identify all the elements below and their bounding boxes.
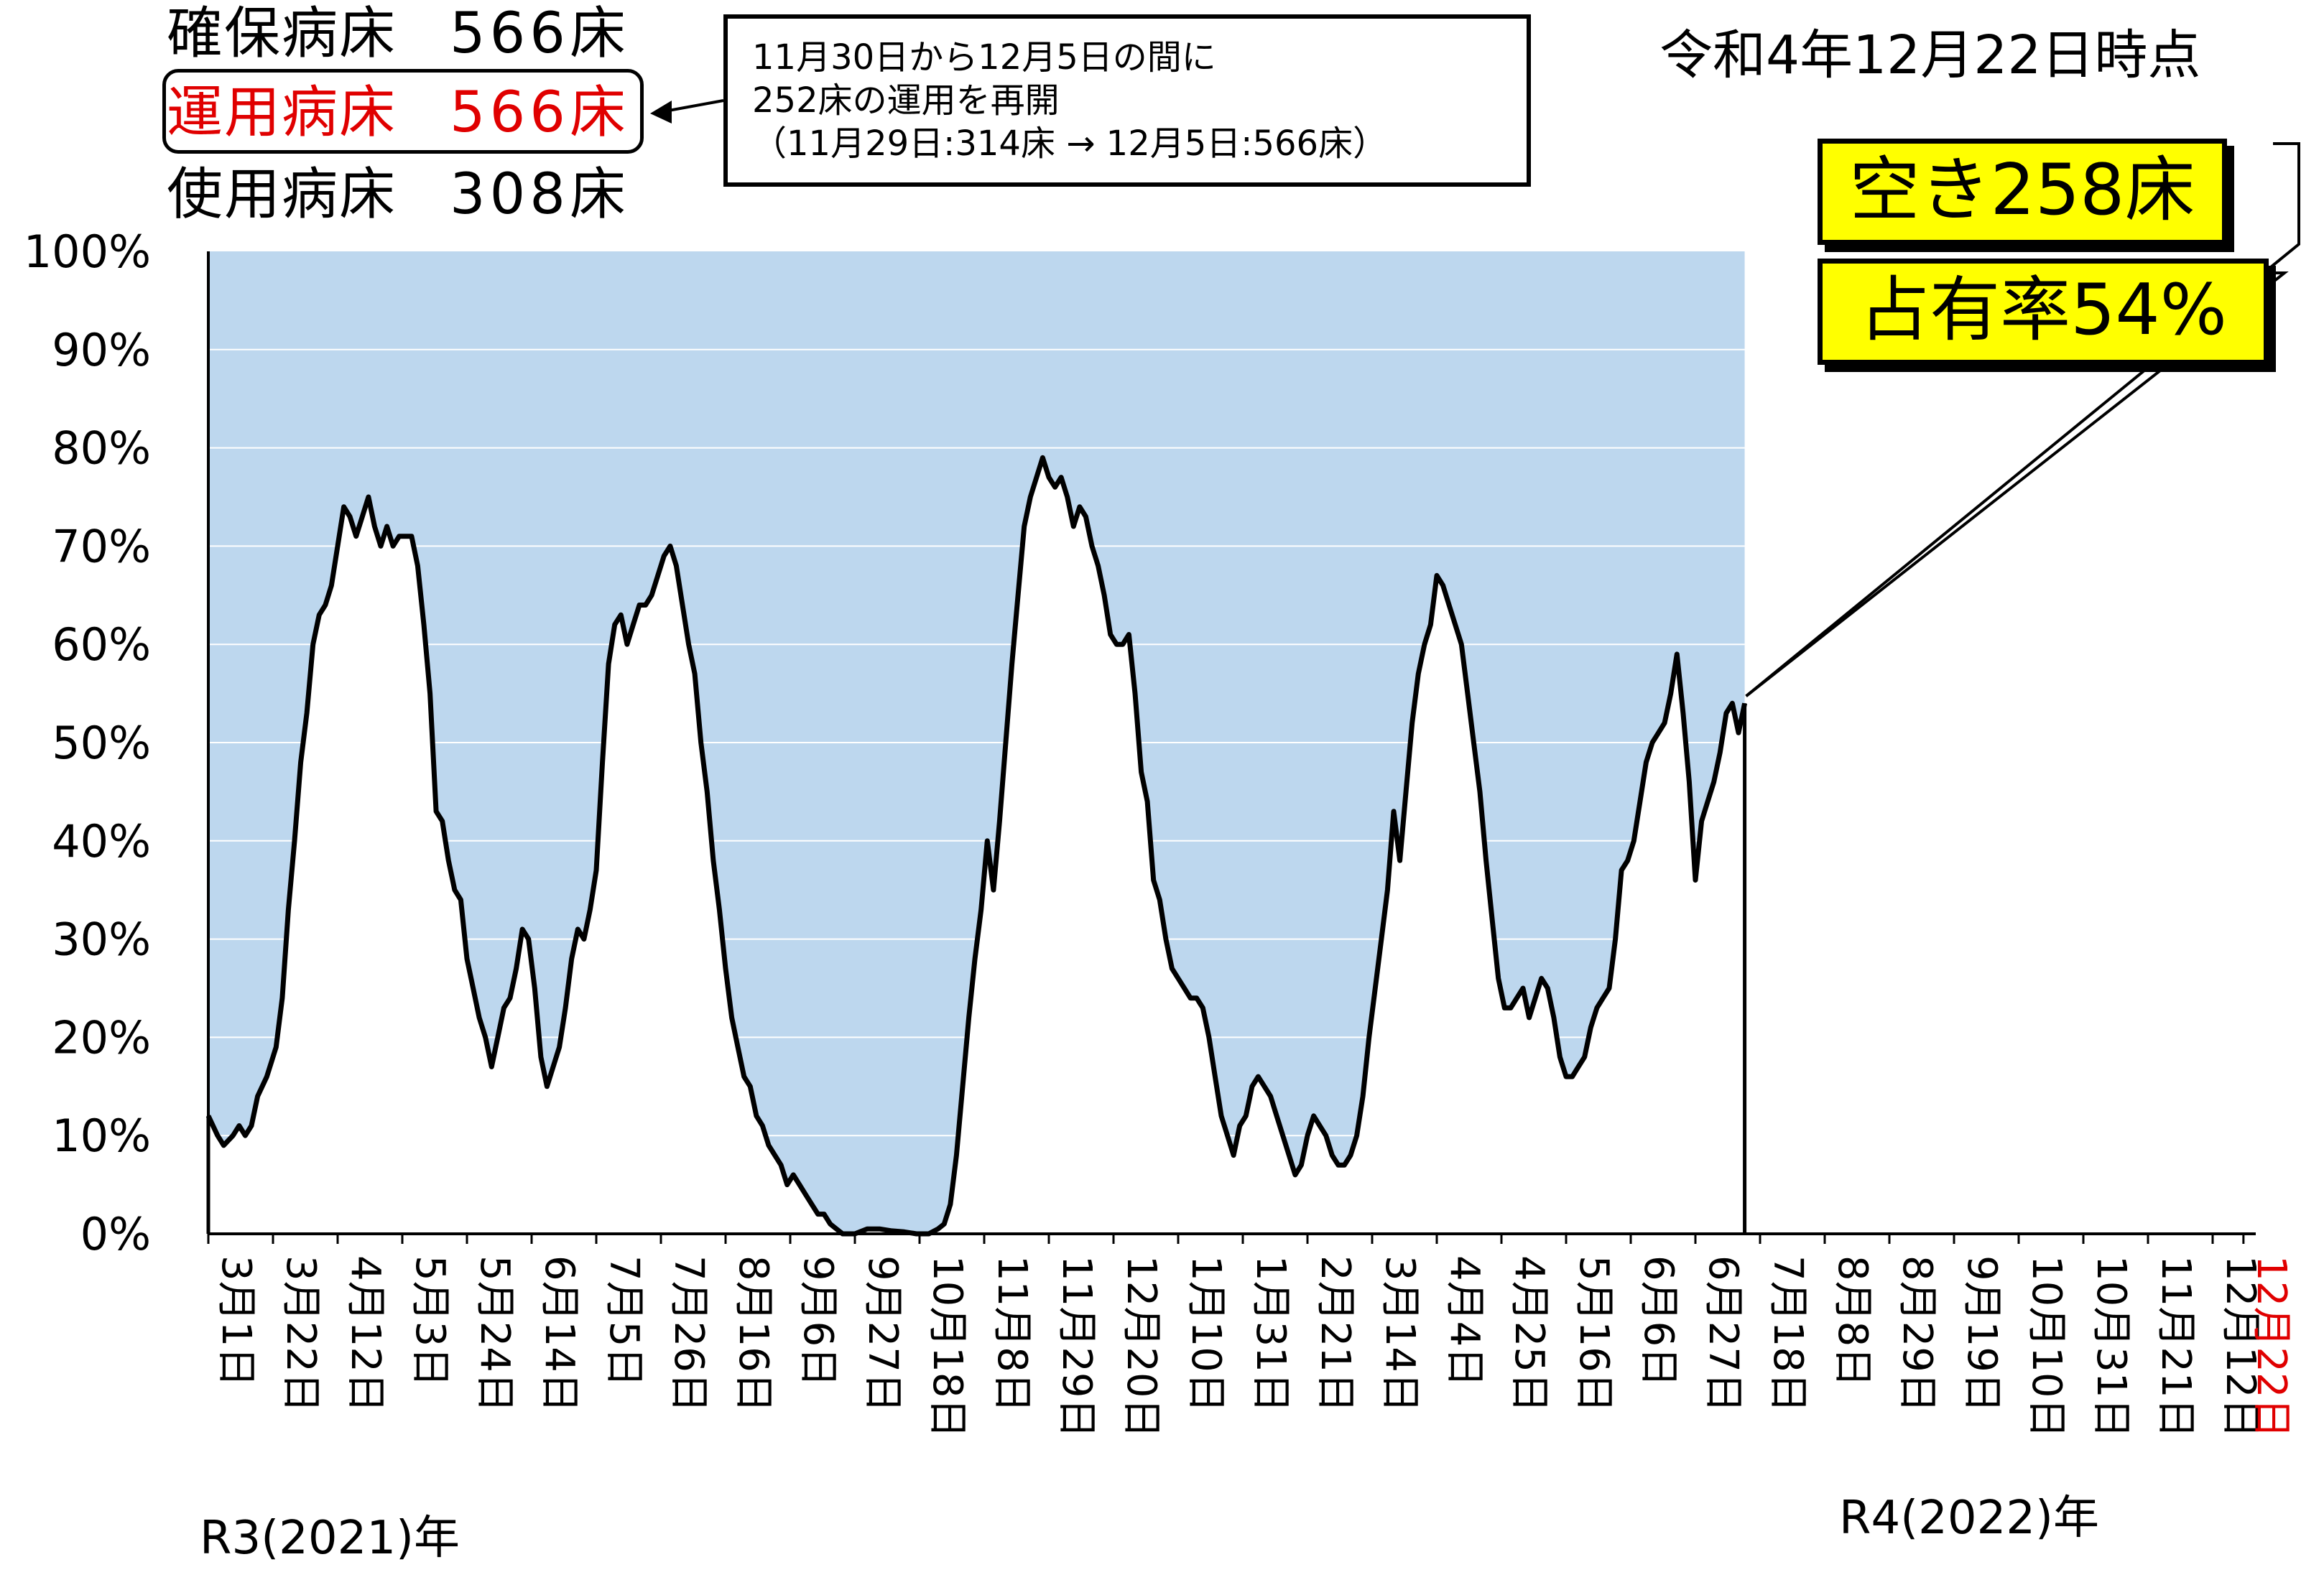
x-tick-label: 3月14日 (1376, 1255, 1423, 1413)
y-tick-label: 100% (24, 226, 151, 278)
x-tick-label: 7月18日 (1764, 1255, 1811, 1413)
x-tick-label: 6月14日 (536, 1255, 583, 1413)
series-layer (205, 455, 1748, 1237)
x-tick-label: 11月29日 (1053, 1255, 1100, 1438)
era-label-r3: R3(2021)年 (200, 1512, 460, 1565)
x-tick-label: 4月25日 (1506, 1255, 1552, 1413)
x-tick-labels: 3月1日 3月22日 4月12日 5月3日 5月24日 6月14日 7月5日 7月26日 8月1… (213, 1255, 2295, 1438)
operational-beds-value: 566床 (450, 80, 630, 145)
as-of-date: 令和4年12月22日時点 (1659, 24, 2201, 86)
x-tick-label: 9月27日 (859, 1255, 906, 1413)
badge-connector-free (1745, 142, 2300, 697)
x-tick-label: 9月19日 (1958, 1255, 2005, 1413)
free-beds-badge: 空き258床 (1818, 139, 2227, 245)
x-tick-label: 10月31日 (2088, 1255, 2134, 1438)
occupancy-rate-badge: 占有率54% (1818, 259, 2269, 365)
y-tick-label: 90% (52, 324, 151, 376)
x-tick-label: 12月22日 (2248, 1255, 2295, 1438)
x-tick-label: 4月12日 (342, 1255, 389, 1413)
x-tick-label: 8月29日 (1894, 1255, 1940, 1413)
note-arrow-shaft (664, 99, 724, 113)
operational-beds-label: 運用病床 (167, 80, 397, 145)
operational-beds-highlight-box (162, 69, 644, 154)
x-tick-label: 10月10日 (2023, 1255, 2070, 1438)
note-line-2: 252床の運用を再開 (752, 80, 1060, 121)
y-tick-label: 30% (52, 914, 151, 966)
x-tick-label: 5月16日 (1570, 1255, 1617, 1413)
x-tick-label: 8月16日 (730, 1255, 777, 1413)
note-line-3: （11月29日:314床 → 12月5日:566床） (752, 124, 1388, 164)
x-tick-label: 5月3日 (407, 1255, 453, 1387)
y-tick-label: 60% (52, 618, 151, 671)
occupancy-line (205, 455, 1748, 1237)
x-tick-label: 6月27日 (1700, 1255, 1746, 1413)
note-arrow-head (650, 101, 672, 124)
used-beds-value: 308床 (450, 162, 630, 227)
secured-beds-value: 566床 (450, 1, 630, 66)
secured-beds-label: 確保病床 (167, 1, 397, 66)
x-tick-label: 2月21日 (1312, 1255, 1358, 1413)
reopening-note-box: 11月30日から12月5日の間に 252床の運用を再開 （11月29日:314床… (723, 14, 1531, 187)
x-tick-label: 3月22日 (277, 1255, 324, 1413)
x-tick-label: 12月20日 (1118, 1255, 1165, 1438)
x-tick-label: 3月1日 (213, 1255, 259, 1387)
badge-connector-occupancy (1745, 271, 2289, 697)
grid-layer (208, 250, 2259, 1235)
x-tick-label: 7月5日 (601, 1255, 647, 1387)
y-tick-label: 40% (52, 815, 151, 868)
y-tick-label: 0% (80, 1208, 151, 1260)
era-label-r4: R4(2022)年 (1839, 1492, 2099, 1545)
series-underfill (208, 457, 1745, 1234)
y-tick-label: 50% (52, 717, 151, 769)
y-tick-label: 70% (52, 520, 151, 572)
axis-layer (207, 251, 2256, 1244)
y-tick-label: 20% (52, 1011, 151, 1064)
x-tick-label: 8月8日 (1829, 1255, 1876, 1387)
x-tick-label: 1月10日 (1182, 1255, 1229, 1413)
x-tick-label: 12月12日 (2217, 1255, 2264, 1438)
x-tick-label: 1月31日 (1247, 1255, 1294, 1413)
x-tick-label: 10月18日 (924, 1255, 971, 1438)
plot-right-margin (1744, 250, 2259, 1235)
x-tick-label: 9月6日 (795, 1255, 841, 1387)
x-tick-label: 11月21日 (2152, 1255, 2199, 1438)
x-tick-label: 11月8日 (989, 1255, 1035, 1413)
x-tick-label: 7月26日 (665, 1255, 712, 1413)
used-beds-label: 使用病床 (167, 162, 397, 227)
annotation-layer (650, 99, 2300, 697)
y-tick-label: 80% (52, 422, 151, 475)
note-line-1: 11月30日から12月5日の間に (752, 37, 1216, 78)
x-tick-label: 6月6日 (1635, 1255, 1682, 1387)
x-tick-label: 5月24日 (471, 1255, 518, 1413)
y-tick-labels: 0% 10% 20% 30% 40% 50% 60% 70% 80% 90% 100% (24, 226, 151, 1260)
x-tick-label: 4月4日 (1441, 1255, 1488, 1387)
y-tick-label: 10% (52, 1110, 151, 1162)
